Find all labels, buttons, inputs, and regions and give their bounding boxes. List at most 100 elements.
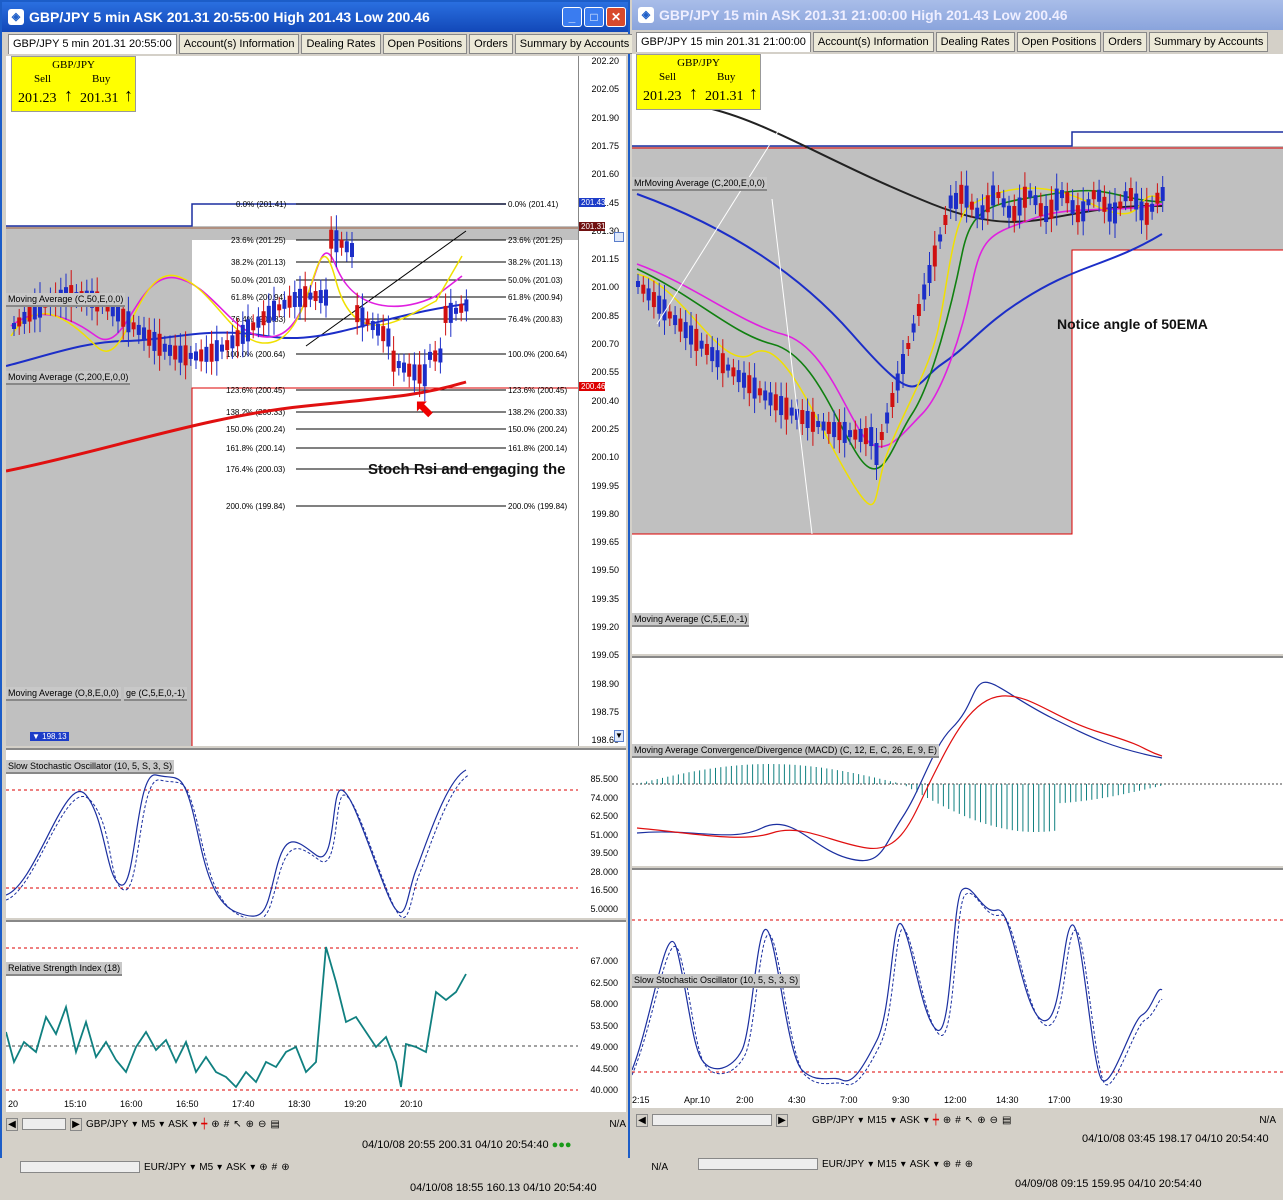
side-select[interactable]: ASK <box>168 1118 189 1130</box>
indicator-label-ma5[interactable]: ge (C,5,E,0,-1) <box>124 687 188 701</box>
na-select[interactable]: N/A <box>609 1118 626 1130</box>
buy-price[interactable]: 201.31 <box>705 89 744 104</box>
chevron-down-icon[interactable]: ▾ <box>190 1161 196 1173</box>
tab-chart[interactable]: GBP/JPY 5 min 201.31 20:55:00 <box>8 34 177 54</box>
right-stoch-pane[interactable]: Slow Stochastic Oscillator (10, 5, S, 3,… <box>632 868 1283 1094</box>
indicator-label-ma200[interactable]: Moving Average (C,200,E,0,0) <box>6 371 131 385</box>
left-titlebar[interactable]: ◈ GBP/JPY 5 min ASK 201.31 20:55:00 High… <box>2 2 628 32</box>
bar-style-icon[interactable]: ┿ <box>201 1118 208 1130</box>
symbol-select[interactable]: EUR/JPY <box>144 1161 187 1173</box>
symbol-select[interactable]: GBP/JPY <box>812 1114 855 1126</box>
properties-icon[interactable]: ▤ <box>1001 1114 1012 1126</box>
left-rsi-pane[interactable]: Relative Strength Index (18) 67.000 62.50… <box>6 920 626 1098</box>
close-button[interactable]: ✕ <box>606 7 626 27</box>
chevron-down-icon[interactable]: ▾ <box>192 1118 198 1130</box>
period-select[interactable]: M5 <box>199 1161 214 1173</box>
indicator-label-stoch[interactable]: Slow Stochastic Oscillator (10, 5, S, 3,… <box>6 760 175 774</box>
left-price-pane[interactable]: 0.0% (201.41) 0.0% (201.41) 23.6% (201.25… <box>6 56 578 746</box>
crosshair-icon[interactable]: ⊕ <box>942 1158 952 1170</box>
chevron-down-icon[interactable]: ▾ <box>858 1114 864 1126</box>
left-price-axis[interactable]: 202.20202.05201.90201.75201.60201.45201.… <box>578 56 626 746</box>
grid-icon[interactable]: # <box>223 1118 230 1130</box>
zoom-in-icon[interactable]: ⊕ <box>964 1158 974 1170</box>
scroll-down-icon[interactable]: ▼ <box>614 730 624 742</box>
scroll-right-icon[interactable]: ▶ <box>70 1117 82 1131</box>
indicator-label-ma8[interactable]: Moving Average (O,8,E,0,0) <box>6 687 121 701</box>
tab-dealing-rates[interactable]: Dealing Rates <box>301 34 381 54</box>
properties-icon[interactable]: ▤ <box>270 1118 280 1130</box>
chevron-down-icon[interactable]: ▾ <box>217 1161 223 1173</box>
scroll-left-icon[interactable]: ◀ <box>6 1117 18 1131</box>
right-macd-pane[interactable]: Moving Average Convergence/Divergence (M… <box>632 656 1283 866</box>
tab-open-positions[interactable]: Open Positions <box>382 34 468 54</box>
chevron-down-icon[interactable]: ▾ <box>159 1118 165 1130</box>
left-stoch-pane[interactable]: Slow Stochastic Oscillator (10, 5, S, 3,… <box>6 748 626 918</box>
right-price-pane[interactable]: GBP/JPY Sell Buy 201.23 ↑ 201.31 ↑ MrMov… <box>632 54 1283 654</box>
chevron-down-icon[interactable]: ▾ <box>890 1114 896 1126</box>
chevron-down-icon[interactable]: ▾ <box>900 1158 906 1170</box>
tab-chart[interactable]: GBP/JPY 15 min 201.31 21:00:00 <box>636 32 811 52</box>
scroll-left-icon[interactable]: ◀ <box>636 1113 648 1127</box>
indicator-label-ma50[interactable]: Moving Average (C,50,E,0,0) <box>6 293 126 307</box>
zoom-in-icon[interactable]: ⊕ <box>977 1114 986 1126</box>
tab-orders[interactable]: Orders <box>1103 32 1147 52</box>
tab-dealing-rates[interactable]: Dealing Rates <box>935 32 1015 52</box>
crosshair-icon[interactable]: ⊕ <box>259 1161 268 1173</box>
chevron-down-icon[interactable]: ▾ <box>933 1158 939 1170</box>
side-select[interactable]: ASK <box>899 1114 920 1126</box>
right-titlebar[interactable]: ◈ GBP/JPY 15 min ASK 201.31 21:00:00 Hig… <box>632 0 1283 30</box>
chevron-down-icon[interactable]: ▾ <box>923 1114 929 1126</box>
indicator-label-ma5[interactable]: Moving Average (C,5,E,0,-1) <box>632 613 750 627</box>
side-select[interactable]: ASK <box>909 1158 930 1170</box>
period-select[interactable]: M5 <box>141 1118 156 1130</box>
candle-body <box>381 326 386 342</box>
grid-icon[interactable]: # <box>955 1114 961 1126</box>
tab-accounts[interactable]: Account(s) Information <box>178 34 300 54</box>
indicator-label-stoch[interactable]: Slow Stochastic Oscillator (10, 5, S, 3,… <box>632 974 801 988</box>
chevron-down-icon[interactable]: ▾ <box>868 1158 874 1170</box>
na-select[interactable]: N/A <box>651 1161 668 1173</box>
candle-body <box>1001 198 1006 208</box>
na-select[interactable]: N/A <box>1259 1114 1276 1126</box>
tab-summary[interactable]: Summary by Accounts <box>514 34 635 54</box>
maximize-button[interactable]: □ <box>584 7 604 27</box>
grid-icon[interactable]: # <box>955 1158 961 1170</box>
crosshair-icon[interactable]: ⊕ <box>211 1118 220 1130</box>
chevron-down-icon[interactable]: ▾ <box>132 1118 138 1130</box>
zoom-in-icon[interactable]: ⊕ <box>281 1161 290 1173</box>
tab-orders[interactable]: Orders <box>469 34 513 54</box>
period-select[interactable]: M15 <box>867 1114 887 1126</box>
minimize-button[interactable]: _ <box>562 7 582 27</box>
bottom-right-status: 04/09/08 09:15 159.95 04/10 20:54:40 <box>1015 1178 1202 1190</box>
indicator-label-macd[interactable]: Moving Average Convergence/Divergence (M… <box>632 744 939 758</box>
symbol-select[interactable]: GBP/JPY <box>86 1118 129 1130</box>
tab-summary[interactable]: Summary by Accounts <box>1148 32 1269 52</box>
sell-price[interactable]: 201.23 <box>643 89 682 104</box>
indicator-label-ma200[interactable]: MrMoving Average (C,200,E,0,0) <box>632 177 767 191</box>
crosshair-icon[interactable]: ⊕ <box>942 1114 952 1126</box>
tab-accounts[interactable]: Account(s) Information <box>812 32 934 52</box>
zoom-out-icon[interactable]: ⊖ <box>258 1118 267 1130</box>
axis-tick-label: 199.65 <box>591 537 619 548</box>
chevron-down-icon[interactable]: ▾ <box>250 1161 256 1173</box>
zoom-out-icon[interactable]: ⊖ <box>989 1114 998 1126</box>
axis-tick-label: 199.80 <box>591 508 619 519</box>
buy-price[interactable]: 201.31 <box>80 91 119 106</box>
indicator-label-rsi[interactable]: Relative Strength Index (18) <box>6 962 123 976</box>
cursor-icon[interactable]: ↖ <box>233 1118 242 1130</box>
horizontal-scrollbar[interactable] <box>22 1118 66 1130</box>
bar-style-icon[interactable]: ┿ <box>932 1114 939 1126</box>
scroll-right-icon[interactable]: ▶ <box>776 1113 788 1127</box>
scroll-thumb[interactable] <box>614 232 624 242</box>
grid-icon[interactable]: # <box>271 1161 278 1173</box>
zoom-in-icon[interactable]: ⊕ <box>245 1118 255 1130</box>
symbol-select[interactable]: EUR/JPY <box>822 1158 865 1170</box>
sell-price[interactable]: 201.23 <box>18 91 57 106</box>
tab-open-positions[interactable]: Open Positions <box>1016 32 1102 52</box>
horizontal-scrollbar[interactable] <box>20 1161 140 1173</box>
horizontal-scrollbar[interactable] <box>652 1114 772 1126</box>
period-select[interactable]: M15 <box>877 1158 897 1170</box>
cursor-icon[interactable]: ↖ <box>964 1114 974 1126</box>
side-select[interactable]: ASK <box>226 1161 247 1173</box>
horizontal-scrollbar[interactable] <box>698 1158 818 1170</box>
